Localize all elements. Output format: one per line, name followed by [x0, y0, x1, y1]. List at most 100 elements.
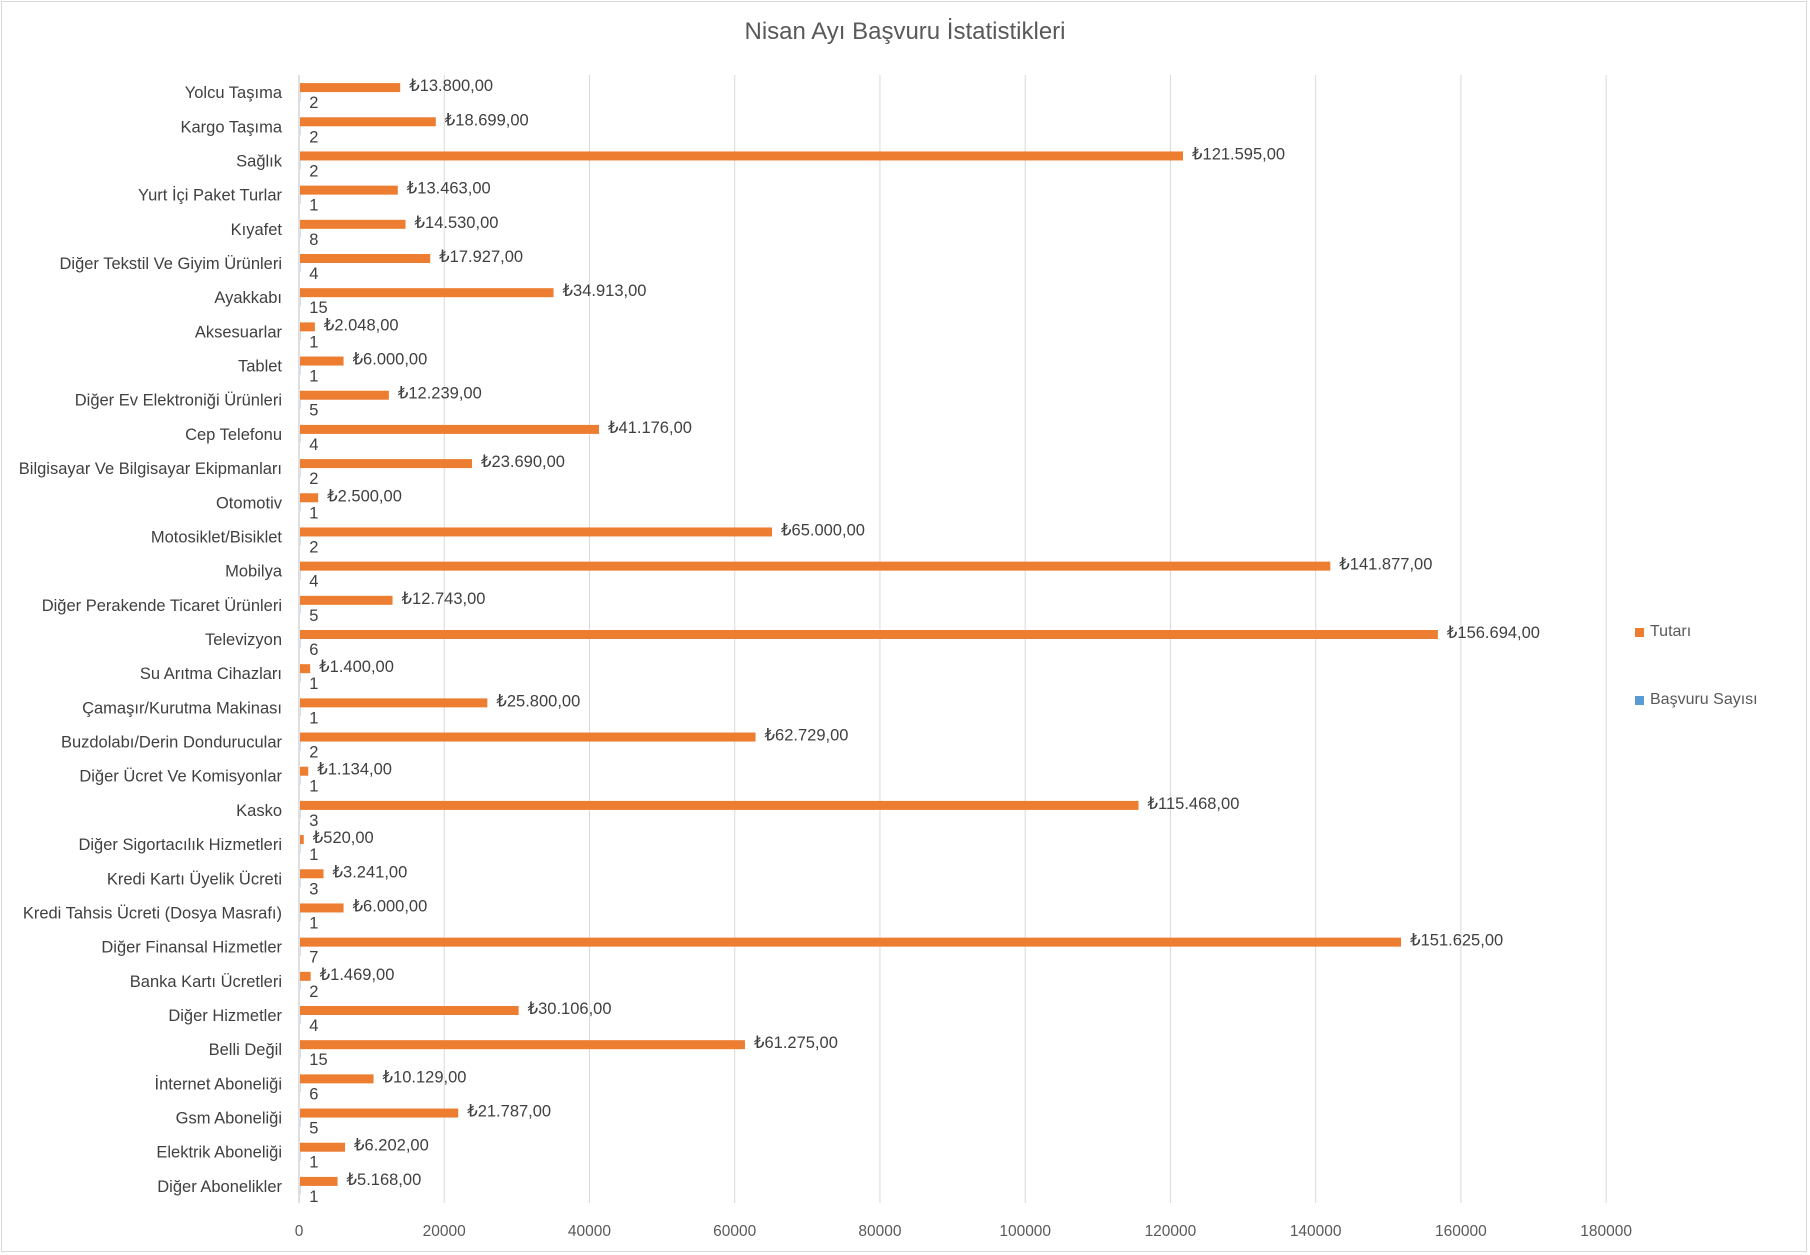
- x-tick-label: 0: [295, 1223, 304, 1240]
- category-label: Aksesuarlar: [195, 323, 283, 341]
- data-label-basvuru-sayisi: 15: [309, 1051, 327, 1069]
- bar-tutari: [300, 185, 398, 195]
- bar-tutari: [300, 356, 344, 366]
- data-label-basvuru-sayisi: 15: [309, 299, 327, 317]
- x-tick-label: 40000: [568, 1223, 611, 1240]
- bar-tutari: [300, 1176, 338, 1186]
- category-label: Otomotiv: [216, 494, 283, 512]
- category-label: Cep Telefonu: [185, 426, 282, 444]
- category-label: Yurt İçi Paket Turlar: [138, 186, 282, 205]
- bar-tutari: [300, 83, 401, 93]
- bar-tutari: [300, 630, 1438, 639]
- data-label-tutari: ₺30.106,00: [528, 1000, 612, 1018]
- data-label-tutari: ₺6.000,00: [353, 897, 428, 915]
- category-label: Kargo Taşıma: [181, 118, 283, 136]
- data-label-basvuru-sayisi: 1: [309, 1154, 318, 1172]
- category-label: Bilgisayar Ve Bilgisayar Ekipmanları: [19, 460, 282, 478]
- category-label: Diğer Sigortacılık Hizmetleri: [78, 836, 282, 854]
- category-label: Kredi Kartı Üyelik Ücreti: [107, 870, 282, 888]
- bar-tutari: [300, 288, 554, 298]
- bar-tutari: [300, 1006, 519, 1015]
- bar-tutari: [300, 664, 311, 674]
- bar-tutari: [300, 493, 319, 503]
- data-label-tutari: ₺65.000,00: [781, 521, 865, 539]
- bar-tutari: [300, 835, 304, 845]
- bar-tutari: [300, 937, 1402, 947]
- data-label-basvuru-sayisi: 2: [309, 983, 318, 1001]
- data-label-tutari: ₺13.463,00: [407, 180, 491, 198]
- category-label: Sağlık: [236, 152, 283, 170]
- category-label: Belli Değil: [209, 1041, 282, 1059]
- data-label-tutari: ₺3.241,00: [333, 863, 408, 881]
- data-label-tutari: ₺141.877,00: [1339, 556, 1432, 574]
- x-tick-label: 60000: [713, 1223, 756, 1240]
- bar-tutari: [300, 390, 389, 400]
- data-label-basvuru-sayisi: 1: [309, 333, 318, 351]
- legend-swatch-basvuru-sayisi: [1635, 695, 1644, 705]
- bar-tutari: [300, 219, 406, 229]
- data-label-tutari: ₺1.469,00: [320, 966, 395, 984]
- bar-tutari: [300, 800, 1139, 810]
- data-label-basvuru-sayisi: 3: [309, 880, 318, 898]
- legend-label-tutari: Tutarı: [1650, 623, 1692, 640]
- x-tick-label: 180000: [1580, 1223, 1632, 1240]
- data-label-basvuru-sayisi: 4: [309, 1017, 318, 1035]
- bar-tutari: [300, 698, 488, 708]
- chart-title: Nisan Ayı Başvuru İstatistikleri: [744, 18, 1066, 45]
- bar-tutari: [300, 869, 324, 879]
- data-label-tutari: ₺17.927,00: [439, 248, 523, 266]
- data-label-tutari: ₺61.275,00: [754, 1034, 838, 1052]
- data-label-tutari: ₺2.500,00: [327, 487, 402, 505]
- data-label-basvuru-sayisi: 6: [309, 641, 318, 659]
- bar-tutari: [300, 459, 473, 469]
- x-tick-label: 100000: [999, 1223, 1051, 1240]
- data-label-basvuru-sayisi: 3: [309, 812, 318, 830]
- category-label: Elektrik Aboneliği: [156, 1144, 282, 1162]
- category-label: Diğer Finansal Hizmetler: [101, 939, 282, 957]
- data-label-basvuru-sayisi: 1: [309, 197, 318, 215]
- category-label: Diğer Hizmetler: [168, 1007, 282, 1025]
- data-label-tutari: ₺12.239,00: [398, 385, 482, 403]
- bar-tutari: [300, 1142, 346, 1152]
- category-label: Motosiklet/Bisiklet: [151, 528, 283, 546]
- data-label-basvuru-sayisi: 4: [309, 436, 318, 454]
- bar-tutari: [300, 1108, 459, 1118]
- bar-tutari: [300, 766, 309, 776]
- legend: Tutarı Başvuru Sayısı: [1635, 622, 1758, 758]
- bar-tutari: [300, 117, 436, 127]
- x-tick-label: 20000: [423, 1223, 466, 1240]
- category-label: Mobilya: [225, 563, 283, 581]
- data-label-tutari: ₺121.595,00: [1192, 145, 1285, 163]
- data-label-tutari: ₺12.743,00: [402, 590, 486, 608]
- data-label-basvuru-sayisi: 5: [309, 402, 318, 420]
- legend-swatch-tutari: [1635, 627, 1644, 637]
- data-label-basvuru-sayisi: 1: [309, 846, 318, 864]
- data-label-basvuru-sayisi: 1: [309, 914, 318, 932]
- category-label: Gsm Aboneliği: [176, 1110, 282, 1128]
- x-tick-label: 120000: [1145, 1223, 1197, 1240]
- bar-tutari: [300, 1074, 374, 1084]
- category-label: Diğer Abonelikler: [157, 1178, 282, 1196]
- category-label: Kredi Tahsis Ücreti (Dosya Masrafı): [23, 904, 282, 922]
- data-label-tutari: ₺13.800,00: [409, 77, 493, 95]
- data-label-basvuru-sayisi: 6: [309, 1085, 318, 1103]
- data-label-tutari: ₺6.202,00: [354, 1137, 429, 1155]
- data-label-tutari: ₺18.699,00: [445, 111, 529, 129]
- data-label-basvuru-sayisi: 1: [309, 709, 318, 727]
- category-label: Ayakkabı: [214, 289, 282, 307]
- data-label-tutari: ₺1.134,00: [317, 761, 392, 779]
- data-label-tutari: ₺25.800,00: [496, 692, 580, 710]
- data-label-tutari: ₺2.048,00: [324, 316, 399, 334]
- data-label-basvuru-sayisi: 7: [309, 949, 318, 967]
- category-label: Kasko: [236, 802, 282, 820]
- data-label-tutari: ₺156.694,00: [1447, 624, 1540, 642]
- category-label: Diğer Ücret Ve Komisyonlar: [79, 768, 282, 786]
- category-label: Diğer Ev Elektroniği Ürünleri: [75, 392, 282, 410]
- data-label-basvuru-sayisi: 1: [309, 504, 318, 522]
- data-label-tutari: ₺41.176,00: [608, 419, 692, 437]
- data-label-tutari: ₺115.468,00: [1148, 795, 1240, 813]
- data-label-basvuru-sayisi: 2: [309, 162, 318, 180]
- data-label-tutari: ₺34.913,00: [563, 282, 647, 300]
- data-label-basvuru-sayisi: 2: [309, 538, 318, 556]
- legend-item-basvuru-sayisi: Başvuru Sayısı: [1635, 690, 1758, 710]
